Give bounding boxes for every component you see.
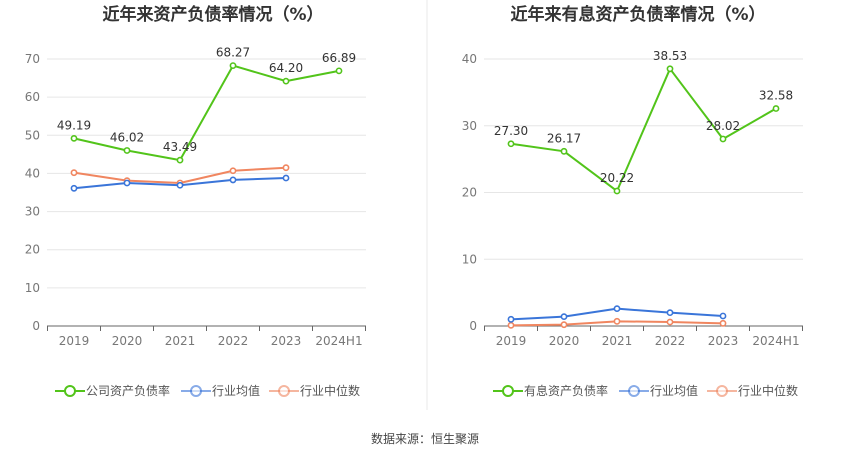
left-chart: 近年来资产负债率情况（%） 0 10 20 30 40 50 60 70 2019 2020 2021… [25, 4, 366, 398]
legend-label: 行业中位数 [738, 383, 798, 398]
right-x-tick-label: 2024H1 [752, 334, 799, 348]
legend-label: 行业均值 [650, 383, 698, 398]
left-x-tick-label: 2020 [112, 334, 143, 348]
right-data-point [613, 305, 621, 313]
legend-label: 行业均值 [212, 383, 260, 398]
left-data-point [229, 62, 237, 69]
left-y-tick-label: 0 [32, 319, 40, 333]
right-data-point [719, 312, 727, 320]
right-data-point [507, 321, 515, 329]
right-y-tick-label: 30 [462, 119, 477, 133]
left-y-tick-label: 40 [25, 166, 40, 180]
left-data-point [229, 167, 237, 175]
right-data-point [719, 135, 727, 143]
right-data-point [560, 313, 568, 321]
left-series-line-0 [73, 64, 340, 162]
right-x-tick-label: 2021 [602, 334, 633, 348]
left-y-tick-label: 20 [25, 243, 40, 257]
left-y-tick-label: 30 [25, 205, 40, 219]
legend-label: 有息资产负债率 [524, 383, 608, 398]
right-data-label: 26.17 [547, 131, 581, 145]
right-data-label: 38.53 [653, 49, 687, 63]
left-data-label: 46.02 [110, 130, 144, 144]
left-y-tick-label: 70 [25, 52, 40, 66]
legend-marker-icon [64, 385, 76, 397]
right-chart-title: 近年来有息资产负债率情况（%） [510, 4, 765, 25]
right-y-tick-label: 10 [462, 252, 477, 266]
left-x-tick-label: 2023 [271, 334, 302, 348]
right-x-tick-label: 2023 [708, 334, 739, 348]
legend-marker-icon [502, 385, 514, 397]
left-y-tick-label: 50 [25, 128, 40, 142]
right-data-point [560, 147, 568, 155]
legend-marker-icon [628, 385, 640, 397]
left-data-label: 43.49 [163, 140, 197, 154]
left-data-point [70, 184, 78, 192]
right-data-label: 27.30 [494, 124, 528, 138]
legend-label: 公司资产负债率 [86, 383, 170, 398]
left-data-label: 66.89 [322, 51, 356, 65]
left-data-point [176, 181, 184, 189]
right-data-point [666, 65, 674, 73]
left-data-point [123, 179, 131, 187]
left-x-tick-label: 2024H1 [315, 334, 362, 348]
right-x-tick-label: 2020 [549, 334, 580, 348]
right-y-tick-label: 20 [462, 186, 477, 200]
left-data-point [176, 156, 184, 164]
legend-label: 行业中位数 [300, 383, 360, 398]
right-data-label: 32.58 [759, 89, 793, 103]
right-data-point [613, 187, 621, 195]
right-y-tick-label: 40 [462, 52, 477, 66]
right-x-tick-label: 2022 [655, 334, 686, 348]
left-x-tick-label: 2019 [59, 334, 90, 348]
left-data-point [282, 77, 290, 85]
right-series-line-0 [510, 67, 777, 193]
left-data-point [282, 174, 290, 182]
left-y-tick-label: 60 [25, 90, 40, 104]
legend-marker-icon [716, 385, 728, 397]
left-data-label: 49.19 [57, 118, 91, 132]
right-data-point [507, 140, 515, 148]
legend-marker-icon [278, 385, 290, 397]
left-chart-title: 近年来资产负债率情况（%） [102, 4, 323, 25]
right-legend-item-2[interactable]: 行业中位数 [707, 383, 798, 398]
right-y-tick-label: 0 [469, 319, 477, 333]
right-data-point [613, 317, 621, 325]
right-chart: 近年来有息资产负债率情况（%） 0 10 20 30 40 2019 2020 2021 2022… [462, 4, 803, 398]
right-data-label: 20.22 [600, 171, 634, 185]
right-data-point [772, 105, 780, 112]
left-data-label: 68.27 [216, 46, 250, 60]
right-data-point [507, 315, 515, 323]
right-data-point [666, 309, 674, 317]
legend-marker-icon [190, 385, 202, 397]
right-data-label: 28.02 [706, 119, 740, 133]
left-data-point [335, 67, 343, 75]
left-data-point [282, 164, 290, 172]
right-data-point [719, 319, 727, 327]
left-y-tick-label: 10 [25, 281, 40, 295]
right-legend-item-0[interactable]: 有息资产负债率 [493, 383, 608, 398]
left-data-point [123, 147, 131, 154]
right-x-tick-label: 2019 [496, 334, 527, 348]
left-x-tick-label: 2022 [218, 334, 249, 348]
left-data-label: 64.20 [269, 61, 303, 75]
left-data-point [70, 169, 78, 177]
data-source: 数据来源：恒生聚源 [371, 431, 479, 446]
right-data-point [560, 321, 568, 329]
left-data-point [229, 176, 237, 184]
left-legend-item-1[interactable]: 行业均值 [181, 383, 260, 398]
left-legend-item-2[interactable]: 行业中位数 [269, 383, 360, 398]
left-x-tick-label: 2021 [165, 334, 196, 348]
left-legend-item-0[interactable]: 公司资产负债率 [55, 383, 170, 398]
left-data-point [70, 134, 78, 142]
right-data-point [666, 318, 674, 326]
right-legend-item-1[interactable]: 行业均值 [619, 383, 698, 398]
